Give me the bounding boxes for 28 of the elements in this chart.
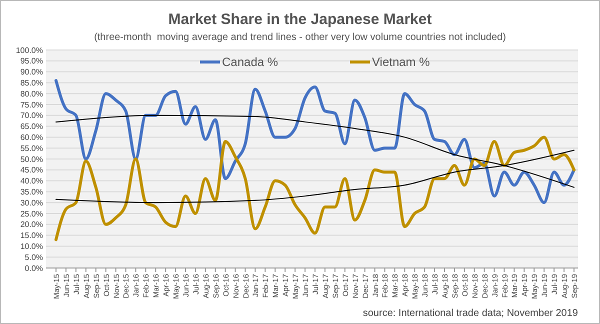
y-tick-label: 85.0%	[20, 78, 43, 88]
y-tick-label: 75.0%	[20, 100, 43, 110]
y-tick-label: 55.0%	[20, 144, 43, 153]
legend-label: Vietnam %	[372, 55, 430, 70]
y-tick-label: 25.0%	[20, 209, 43, 218]
y-tick-label: 10.0%	[20, 242, 43, 251]
y-tick-label: 5.0%	[24, 252, 43, 262]
y-tick-label: 0.0%	[24, 264, 43, 273]
y-tick-label: 60.0%	[20, 133, 43, 142]
y-tick-label: 80.0%	[20, 89, 43, 98]
y-tick-label: 50.0%	[20, 154, 43, 164]
line-series	[54, 136, 576, 242]
y-tick-label: 45.0%	[20, 166, 43, 175]
y-tick-label: 70.0%	[20, 111, 43, 120]
y-tick-label: 65.0%	[20, 122, 43, 132]
y-tick-label: 30.0%	[20, 198, 43, 208]
y-tick-label: 40.0%	[20, 176, 43, 186]
y-tick-label: 15.0%	[20, 231, 43, 240]
y-tick-label: 35.0%	[20, 188, 43, 196]
chart-subtitle: (three-month moving average and trend lines - other very low volume countries not included)	[94, 32, 506, 43]
source-note: source: International trade data; November 2019	[362, 308, 578, 319]
y-tick-label: 100.0%	[16, 46, 43, 55]
y-tick-label: 90.0%	[20, 68, 43, 77]
y-tick-label: 20.0%	[20, 220, 43, 230]
chart-title: Market Share in the Japanese Market	[168, 11, 432, 28]
y-tick-label: 95.0%	[20, 56, 43, 66]
legend-label: Canada %	[222, 55, 278, 70]
line-series	[54, 79, 576, 204]
